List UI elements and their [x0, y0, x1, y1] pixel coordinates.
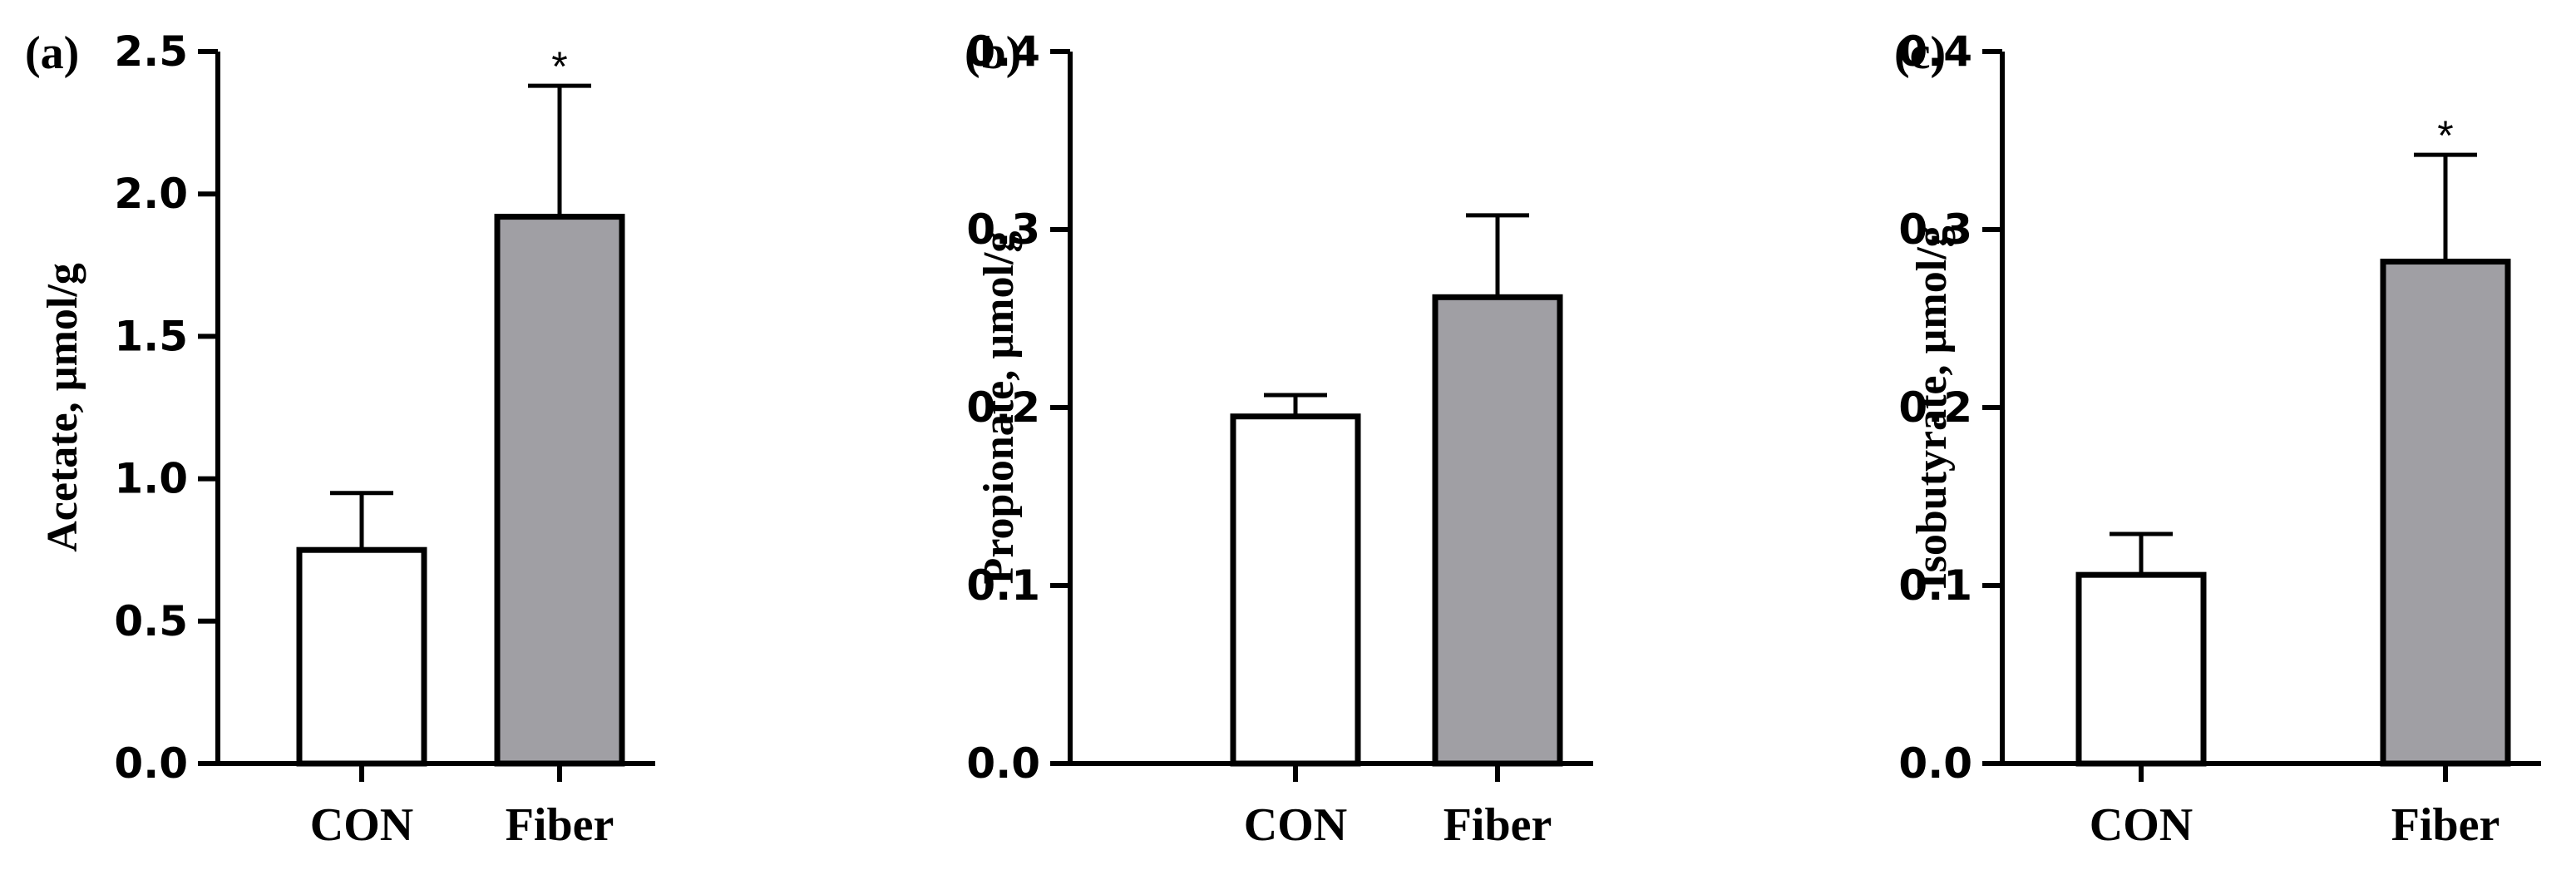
y-tick-label: 1.0 [114, 455, 188, 503]
panel-c: CON * Fiber 0.0 0.1 0.2 0.3 0.4 Isobutyrate, µmo… [1894, 27, 2541, 851]
y-tick-label: 0.2 [966, 383, 1040, 432]
y-tick-label: 0.2 [1898, 383, 1972, 432]
x-tick-label: CON [2090, 799, 2193, 851]
panel-label: (c) [1894, 27, 1946, 79]
panel-label: (a) [25, 27, 79, 79]
x-tick-label: CON [1244, 799, 1347, 851]
y-tick-label: 1.5 [114, 312, 188, 360]
y-axis-title: Acetate, µmol/g [39, 263, 86, 552]
bar-fiber [1432, 294, 1563, 767]
y-tick-label: 0.1 [1898, 561, 1972, 610]
y-tick-label: 2.0 [114, 170, 188, 218]
bar-fiber [2380, 259, 2511, 767]
significance-marker: * [2437, 112, 2453, 159]
y-tick-label: 0.0 [1898, 739, 1972, 788]
panel-b: CON Fiber 0.0 0.1 0.2 0.3 0.4 Propionate, µmol/… [965, 27, 1593, 851]
x-tick-label: Fiber [2391, 799, 2500, 851]
bar-fiber [494, 214, 625, 767]
y-tick-label: 0.1 [966, 561, 1040, 610]
y-tick-label: 0.4 [966, 27, 1040, 76]
panel-label: (b) [965, 27, 1021, 79]
bar-con [1230, 413, 1361, 767]
y-axis-title: Propionate, µmol/g [975, 231, 1023, 585]
significance-marker: * [551, 43, 567, 90]
y-tick-label: 2.5 [114, 27, 188, 76]
bar-con [2075, 571, 2207, 767]
y-tick-label: 0.0 [114, 739, 188, 788]
x-tick-label: CON [310, 799, 413, 851]
y-tick-label: 0.3 [966, 205, 1040, 254]
y-tick-label: 0.0 [966, 739, 1040, 788]
y-tick-label: 0.3 [1898, 205, 1972, 254]
bar-con [296, 546, 427, 767]
panel-a: CON * Fiber 0.0 0.5 1.0 1.5 2.0 2.5 Acetate, µmol… [25, 27, 655, 851]
y-axis-title: Isobutyrate, µmol/g [1908, 225, 1956, 589]
y-tick-label: 0.5 [114, 597, 188, 645]
y-tick-label: 0.4 [1898, 27, 1972, 76]
x-tick-label: Fiber [506, 799, 614, 851]
x-tick-label: Fiber [1443, 799, 1552, 851]
